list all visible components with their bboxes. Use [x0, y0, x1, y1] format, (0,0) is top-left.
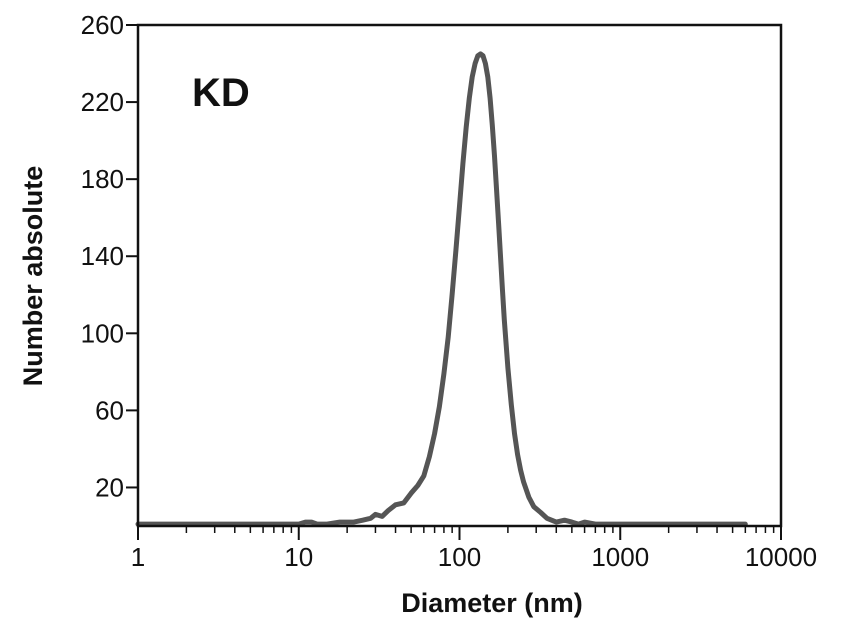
- x-tick-label: 10: [284, 542, 313, 572]
- series-group: [135, 51, 748, 527]
- y-tick-label: 60: [95, 395, 124, 425]
- series-line: [135, 51, 748, 527]
- tick-group: 1 10 100 1000 10000 20 60 100 140 180 220 260: [81, 10, 818, 572]
- y-axis-title: Number absolute: [18, 166, 48, 387]
- x-tick-label: 1000: [591, 542, 649, 572]
- y-tick-label: 220: [81, 87, 124, 117]
- y-tick-label: 100: [81, 318, 124, 348]
- x-tick-label: 10000: [745, 542, 817, 572]
- x-tick-label: 100: [438, 542, 481, 572]
- y-tick-label: 140: [81, 241, 124, 271]
- plot-frame: [136, 23, 783, 528]
- y-tick-label: 180: [81, 164, 124, 194]
- x-axis-title: Diameter (nm): [401, 588, 583, 618]
- y-tick-label: 260: [81, 10, 124, 40]
- y-tick-label: 20: [95, 472, 124, 502]
- panel-label: KD: [192, 71, 250, 115]
- x-tick-label: 1: [131, 542, 145, 572]
